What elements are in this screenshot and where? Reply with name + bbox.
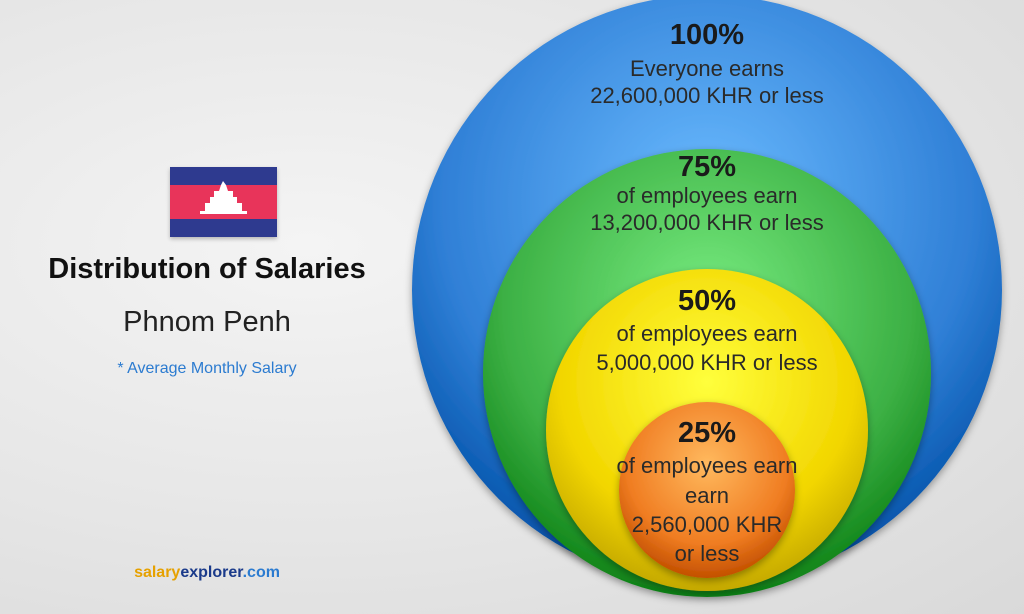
salary-label-p100-line2: 22,600,000 KHR or less — [590, 83, 824, 108]
brand-part-explorer: explorer — [180, 564, 243, 581]
percentile-label-p75: 75% — [678, 151, 736, 183]
salary-label-p25-line1: of employees earn — [617, 453, 798, 478]
salary-label-p25-line3: 2,560,000 KHR — [632, 512, 782, 537]
percentile-label-p50: 50% — [678, 285, 736, 317]
city-name: Phnom Penh — [123, 306, 291, 338]
salary-note: * Average Monthly Salary — [117, 360, 297, 377]
salary-label-p25-line4: or less — [675, 541, 740, 566]
left-panel: Distribution of Salaries Phnom Penh * Av… — [0, 0, 414, 614]
salary-label-p50-line2: 5,000,000 KHR or less — [596, 350, 817, 375]
brand-part-domain: .com — [242, 564, 280, 581]
circle-p25 — [619, 402, 795, 578]
salary-label-p75-line2: 13,200,000 KHR or less — [590, 210, 824, 235]
page-title: Distribution of Salaries — [48, 253, 366, 285]
percentile-label-p100: 100% — [670, 19, 744, 51]
brand-part-salary: salary — [134, 564, 181, 581]
salary-label-p50-line1: of employees earn — [617, 321, 798, 346]
salary-label-p25-line2: earn — [685, 483, 729, 508]
percentile-label-p25: 25% — [678, 417, 736, 449]
brand-logo[interactable]: salaryexplorer.com — [0, 564, 414, 582]
cambodia-flag-icon — [170, 167, 277, 237]
salary-label-p100-line1: Everyone earns — [630, 56, 784, 81]
salary-label-p75-line1: of employees earn — [617, 183, 798, 208]
